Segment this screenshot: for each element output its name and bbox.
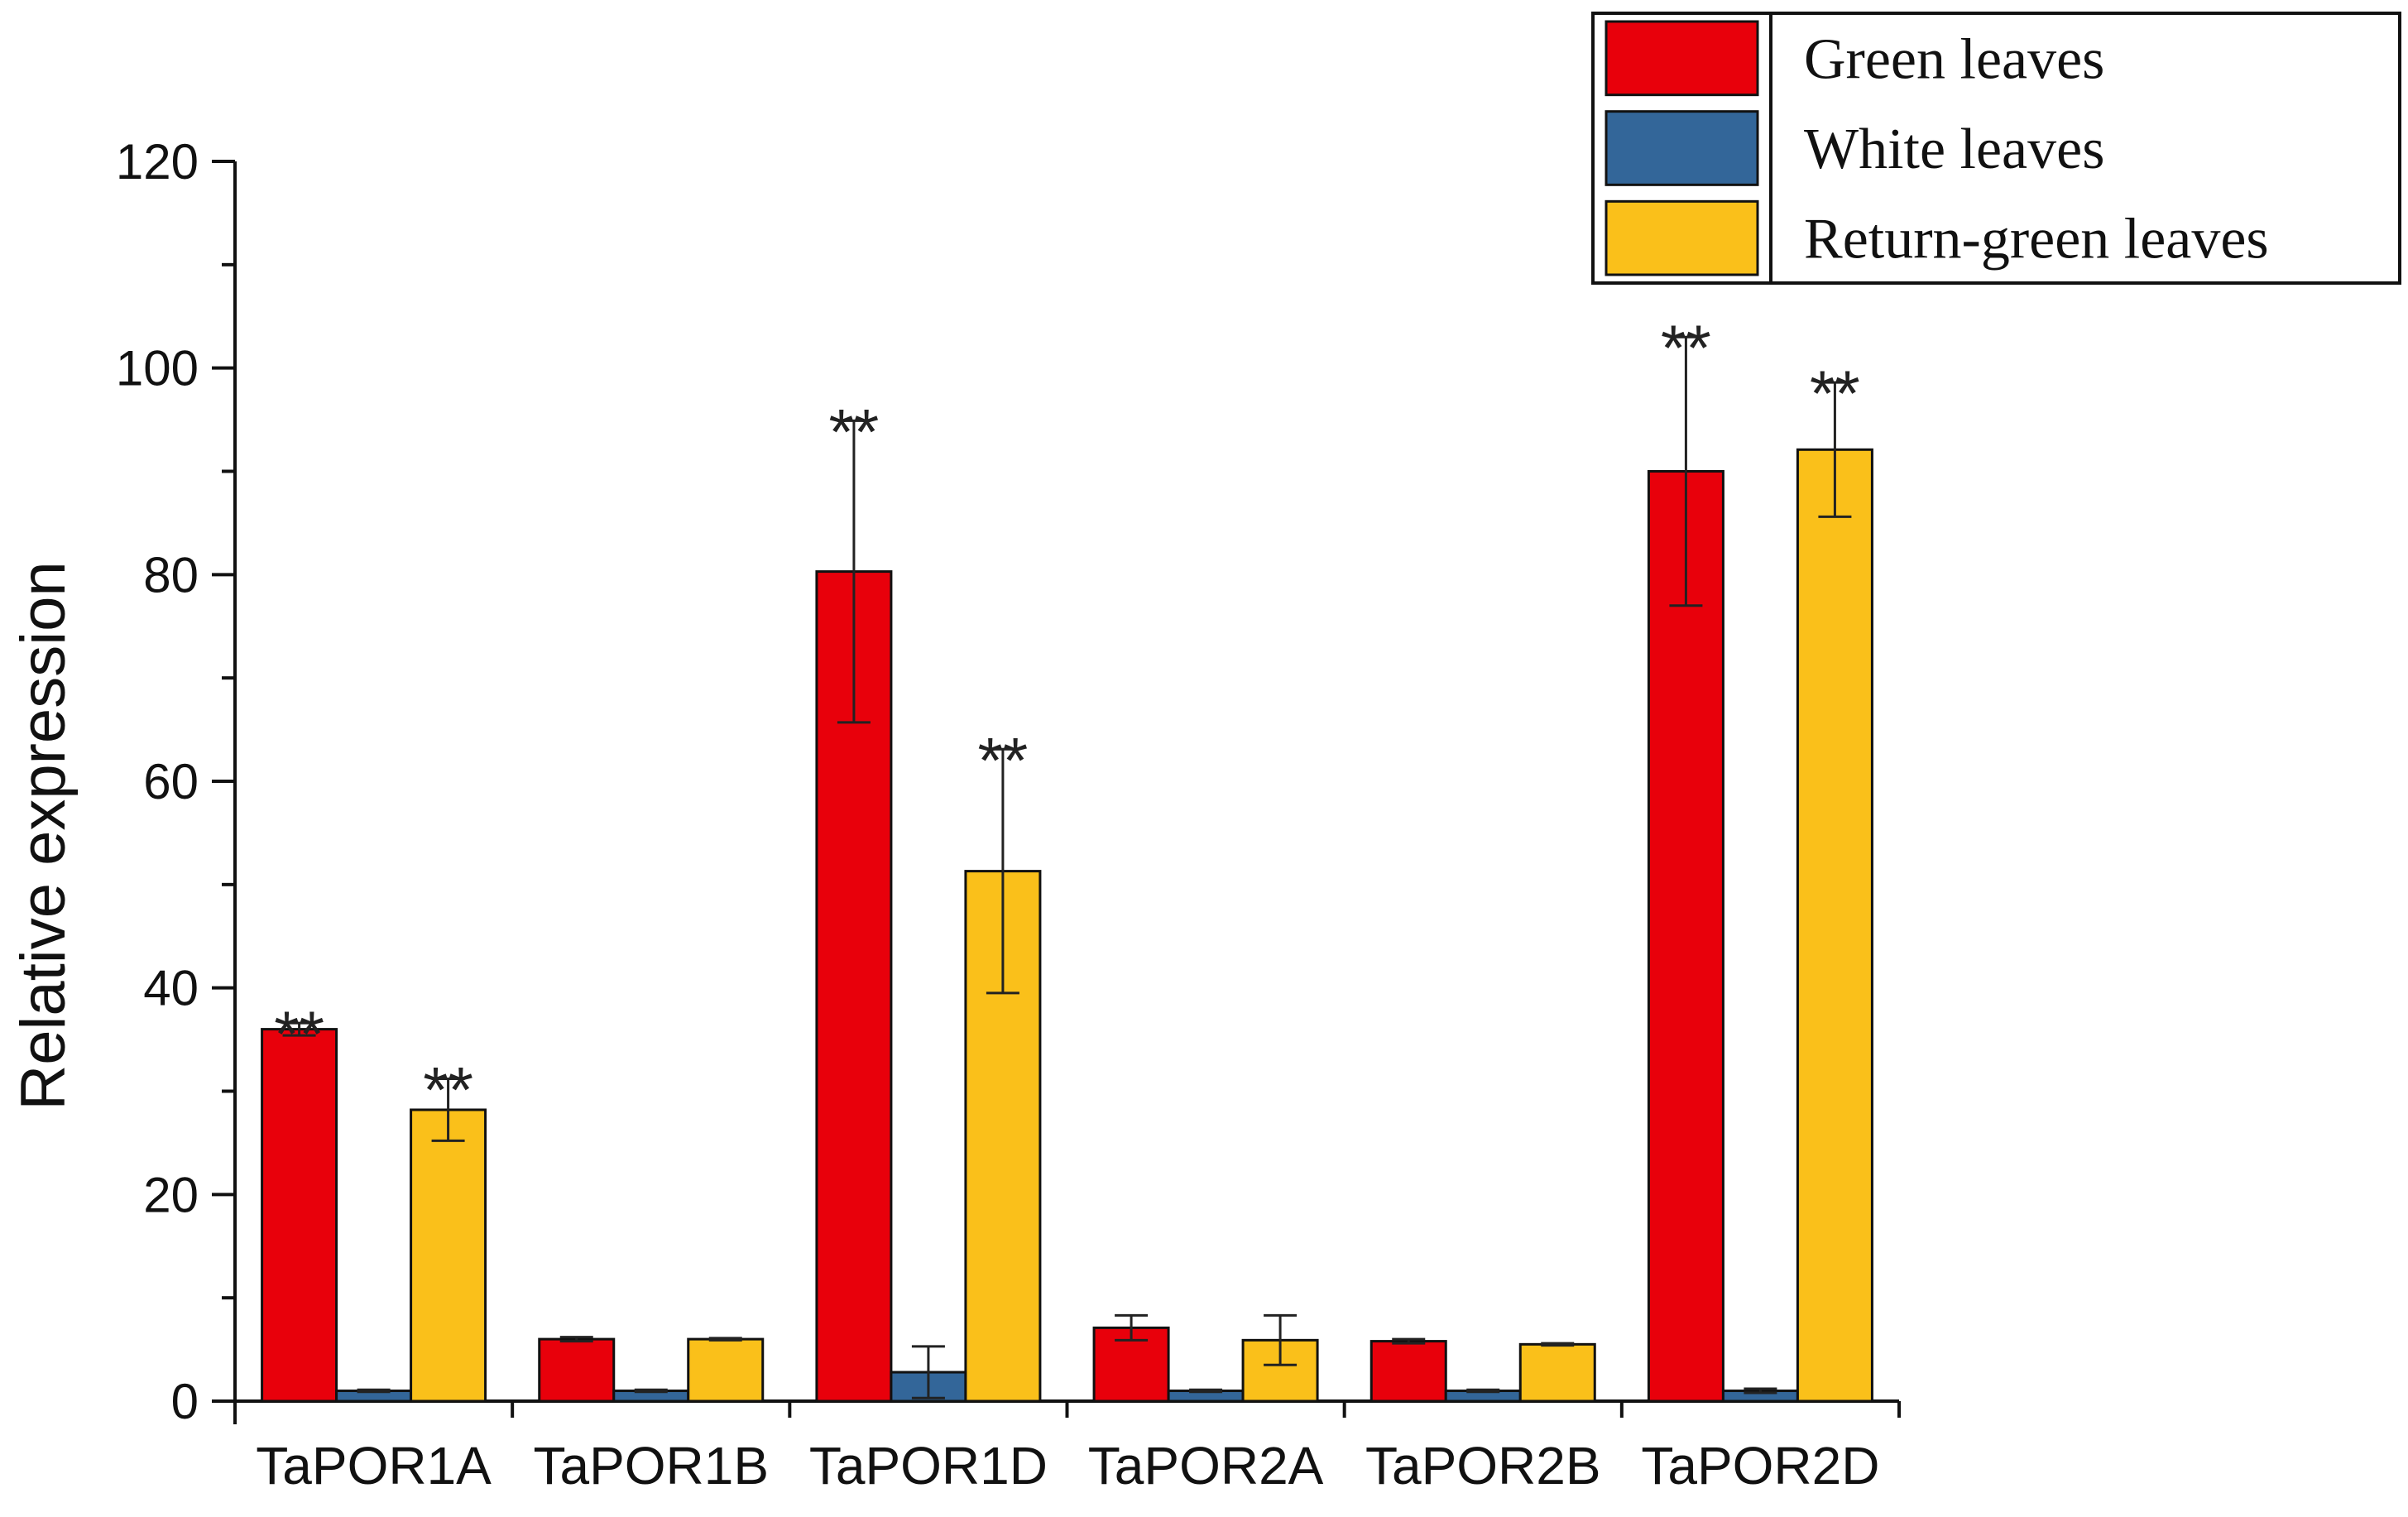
error-bars xyxy=(282,335,1852,1399)
bar xyxy=(1647,470,1724,1403)
y-tick-label: 120 xyxy=(116,134,199,190)
bars xyxy=(261,448,1873,1403)
significance-mark: ** xyxy=(274,997,324,1070)
significance-mark: ** xyxy=(829,395,880,468)
y-axis-label: Relative expression xyxy=(8,561,79,1110)
bar xyxy=(1518,1342,1596,1403)
y-tick-label: 0 xyxy=(171,1374,199,1429)
legend-swatch xyxy=(1605,199,1759,276)
x-tick-label: TaPOR1B xyxy=(533,1436,769,1495)
x-tick-label: TaPOR2D xyxy=(1641,1436,1879,1495)
legend-label: White leaves xyxy=(1804,118,2104,181)
x-tick-label: TaPOR2A xyxy=(1088,1436,1324,1495)
significance-mark: ** xyxy=(1810,357,1860,430)
significance-mark: ** xyxy=(1661,311,1711,384)
y-tick-label: 100 xyxy=(116,341,199,396)
legend-label: Green leaves xyxy=(1804,27,2104,91)
bar xyxy=(1796,448,1873,1403)
legend-swatch xyxy=(1605,110,1759,186)
bar xyxy=(687,1337,765,1403)
y-tick-label: 20 xyxy=(143,1167,199,1222)
axes: 0 20 40 60 80 100 120 TaPOR1A TaPOR1B TaPOR1D TaPO… xyxy=(116,134,1901,1495)
y-tick-label: 60 xyxy=(143,754,199,809)
x-tick-label: TaPOR2B xyxy=(1365,1436,1601,1495)
bar xyxy=(410,1108,487,1403)
x-tick-label: TaPOR1A xyxy=(256,1436,492,1495)
significance-marks: ** ** ** ** ** ** xyxy=(274,311,1860,1126)
y-tick-label: 40 xyxy=(143,961,199,1016)
bar xyxy=(1369,1340,1447,1403)
bar xyxy=(538,1337,616,1403)
legend: Green leaves White leaves Return-green lea… xyxy=(1591,12,2401,285)
significance-mark: ** xyxy=(978,723,1029,796)
legend-label: Return-green leaves xyxy=(1804,208,2269,271)
y-tick-label: 80 xyxy=(143,547,199,602)
legend-swatch xyxy=(1605,20,1759,97)
significance-mark: ** xyxy=(423,1054,473,1126)
x-tick-label: TaPOR1D xyxy=(809,1436,1048,1495)
bar xyxy=(261,1028,338,1403)
